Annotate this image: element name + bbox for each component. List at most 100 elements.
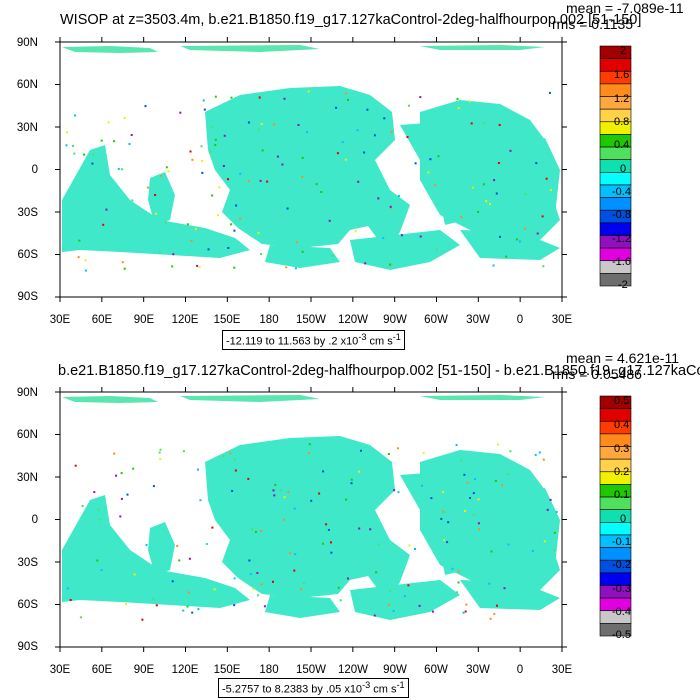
speckle: [191, 611, 194, 614]
speckle: [322, 470, 325, 473]
speckle: [287, 491, 290, 494]
speckle: [210, 125, 213, 128]
landmass-main: [205, 86, 410, 248]
speckle: [382, 237, 385, 240]
speckle: [419, 96, 422, 99]
speckle: [223, 134, 226, 137]
speckle: [347, 577, 349, 580]
speckle: [92, 153, 95, 156]
speckle: [251, 528, 254, 531]
speckle: [400, 234, 403, 237]
speckle: [186, 223, 189, 226]
speckle: [515, 238, 518, 241]
speckle: [387, 603, 390, 606]
speckle: [538, 451, 541, 454]
speckle: [172, 253, 175, 256]
speckle: [535, 162, 538, 165]
speckle: [328, 219, 331, 222]
speckle: [443, 539, 445, 542]
speckle: [207, 248, 210, 251]
speckle: [485, 200, 488, 203]
speckle: [74, 114, 77, 117]
speckle: [159, 458, 162, 461]
speckle: [302, 581, 305, 584]
speckle: [218, 186, 221, 189]
speckle: [188, 557, 191, 560]
speckle: [408, 544, 411, 547]
speckle: [437, 155, 440, 158]
speckle: [144, 105, 147, 108]
speckle: [360, 449, 362, 452]
colorbar-label: 0.4: [614, 419, 630, 431]
speckle: [442, 491, 445, 493]
speckle: [496, 604, 498, 607]
colorbar-label: -0.4: [612, 186, 631, 198]
speckle: [296, 241, 298, 244]
lat-label: 0: [31, 514, 38, 526]
speckle: [390, 263, 393, 266]
speckle: [231, 489, 234, 492]
lon-label: 120E: [171, 314, 199, 326]
lat-label: 60S: [17, 599, 38, 611]
speckle: [272, 580, 274, 583]
speckle: [222, 165, 225, 167]
speckle: [335, 106, 338, 109]
speckle: [397, 195, 400, 197]
speckle: [489, 617, 492, 620]
speckle: [252, 588, 255, 591]
speckle: [182, 609, 185, 612]
speckle: [373, 134, 376, 137]
colorbar-label: 2: [620, 45, 627, 57]
speckle: [392, 609, 395, 612]
speckle: [91, 162, 94, 165]
speckle: [233, 266, 236, 269]
speckle: [203, 108, 206, 111]
speckle: [494, 480, 497, 482]
speckle: [97, 508, 100, 511]
speckle: [281, 163, 284, 166]
speckle: [217, 214, 220, 217]
speckle: [222, 455, 225, 458]
speckle: [66, 131, 68, 134]
speckle: [263, 605, 266, 608]
lon-label: 0: [516, 314, 524, 326]
lon-label: 90W: [383, 314, 407, 326]
speckle: [257, 594, 259, 597]
speckle: [257, 128, 260, 131]
speckle: [285, 266, 288, 269]
speckle: [407, 584, 410, 587]
speckle: [209, 150, 212, 153]
speckle: [234, 458, 236, 461]
lat-label: 90N: [16, 387, 38, 399]
speckle: [274, 483, 277, 486]
speckle: [472, 492, 475, 495]
speckle: [440, 517, 443, 520]
speckle: [130, 134, 133, 136]
lon-label: 60W: [424, 664, 448, 676]
speckle: [233, 229, 236, 232]
speckle: [131, 199, 134, 202]
mean-stat: mean = 4.621e-11: [566, 350, 679, 366]
speckle: [457, 570, 460, 573]
speckle: [205, 543, 208, 545]
lon-label: 150W: [295, 314, 327, 326]
speckle: [414, 162, 417, 165]
speckle: [457, 581, 460, 584]
speckle: [366, 108, 369, 111]
speckle: [258, 96, 261, 99]
lon-label: 150E: [213, 314, 241, 326]
speckle: [261, 149, 264, 152]
speckle: [509, 450, 512, 453]
speckle: [254, 530, 257, 533]
speckle: [107, 121, 110, 124]
speckle: [197, 608, 200, 611]
colorbar-label: -0.1: [612, 536, 631, 548]
speckle: [117, 167, 120, 170]
lat-label: 90S: [17, 641, 38, 653]
speckle: [490, 550, 493, 553]
speckle: [179, 111, 182, 114]
speckle: [337, 586, 340, 589]
colorbar-swatch: [599, 522, 632, 536]
range-exponent: -3: [358, 332, 367, 342]
speckle: [518, 240, 521, 243]
